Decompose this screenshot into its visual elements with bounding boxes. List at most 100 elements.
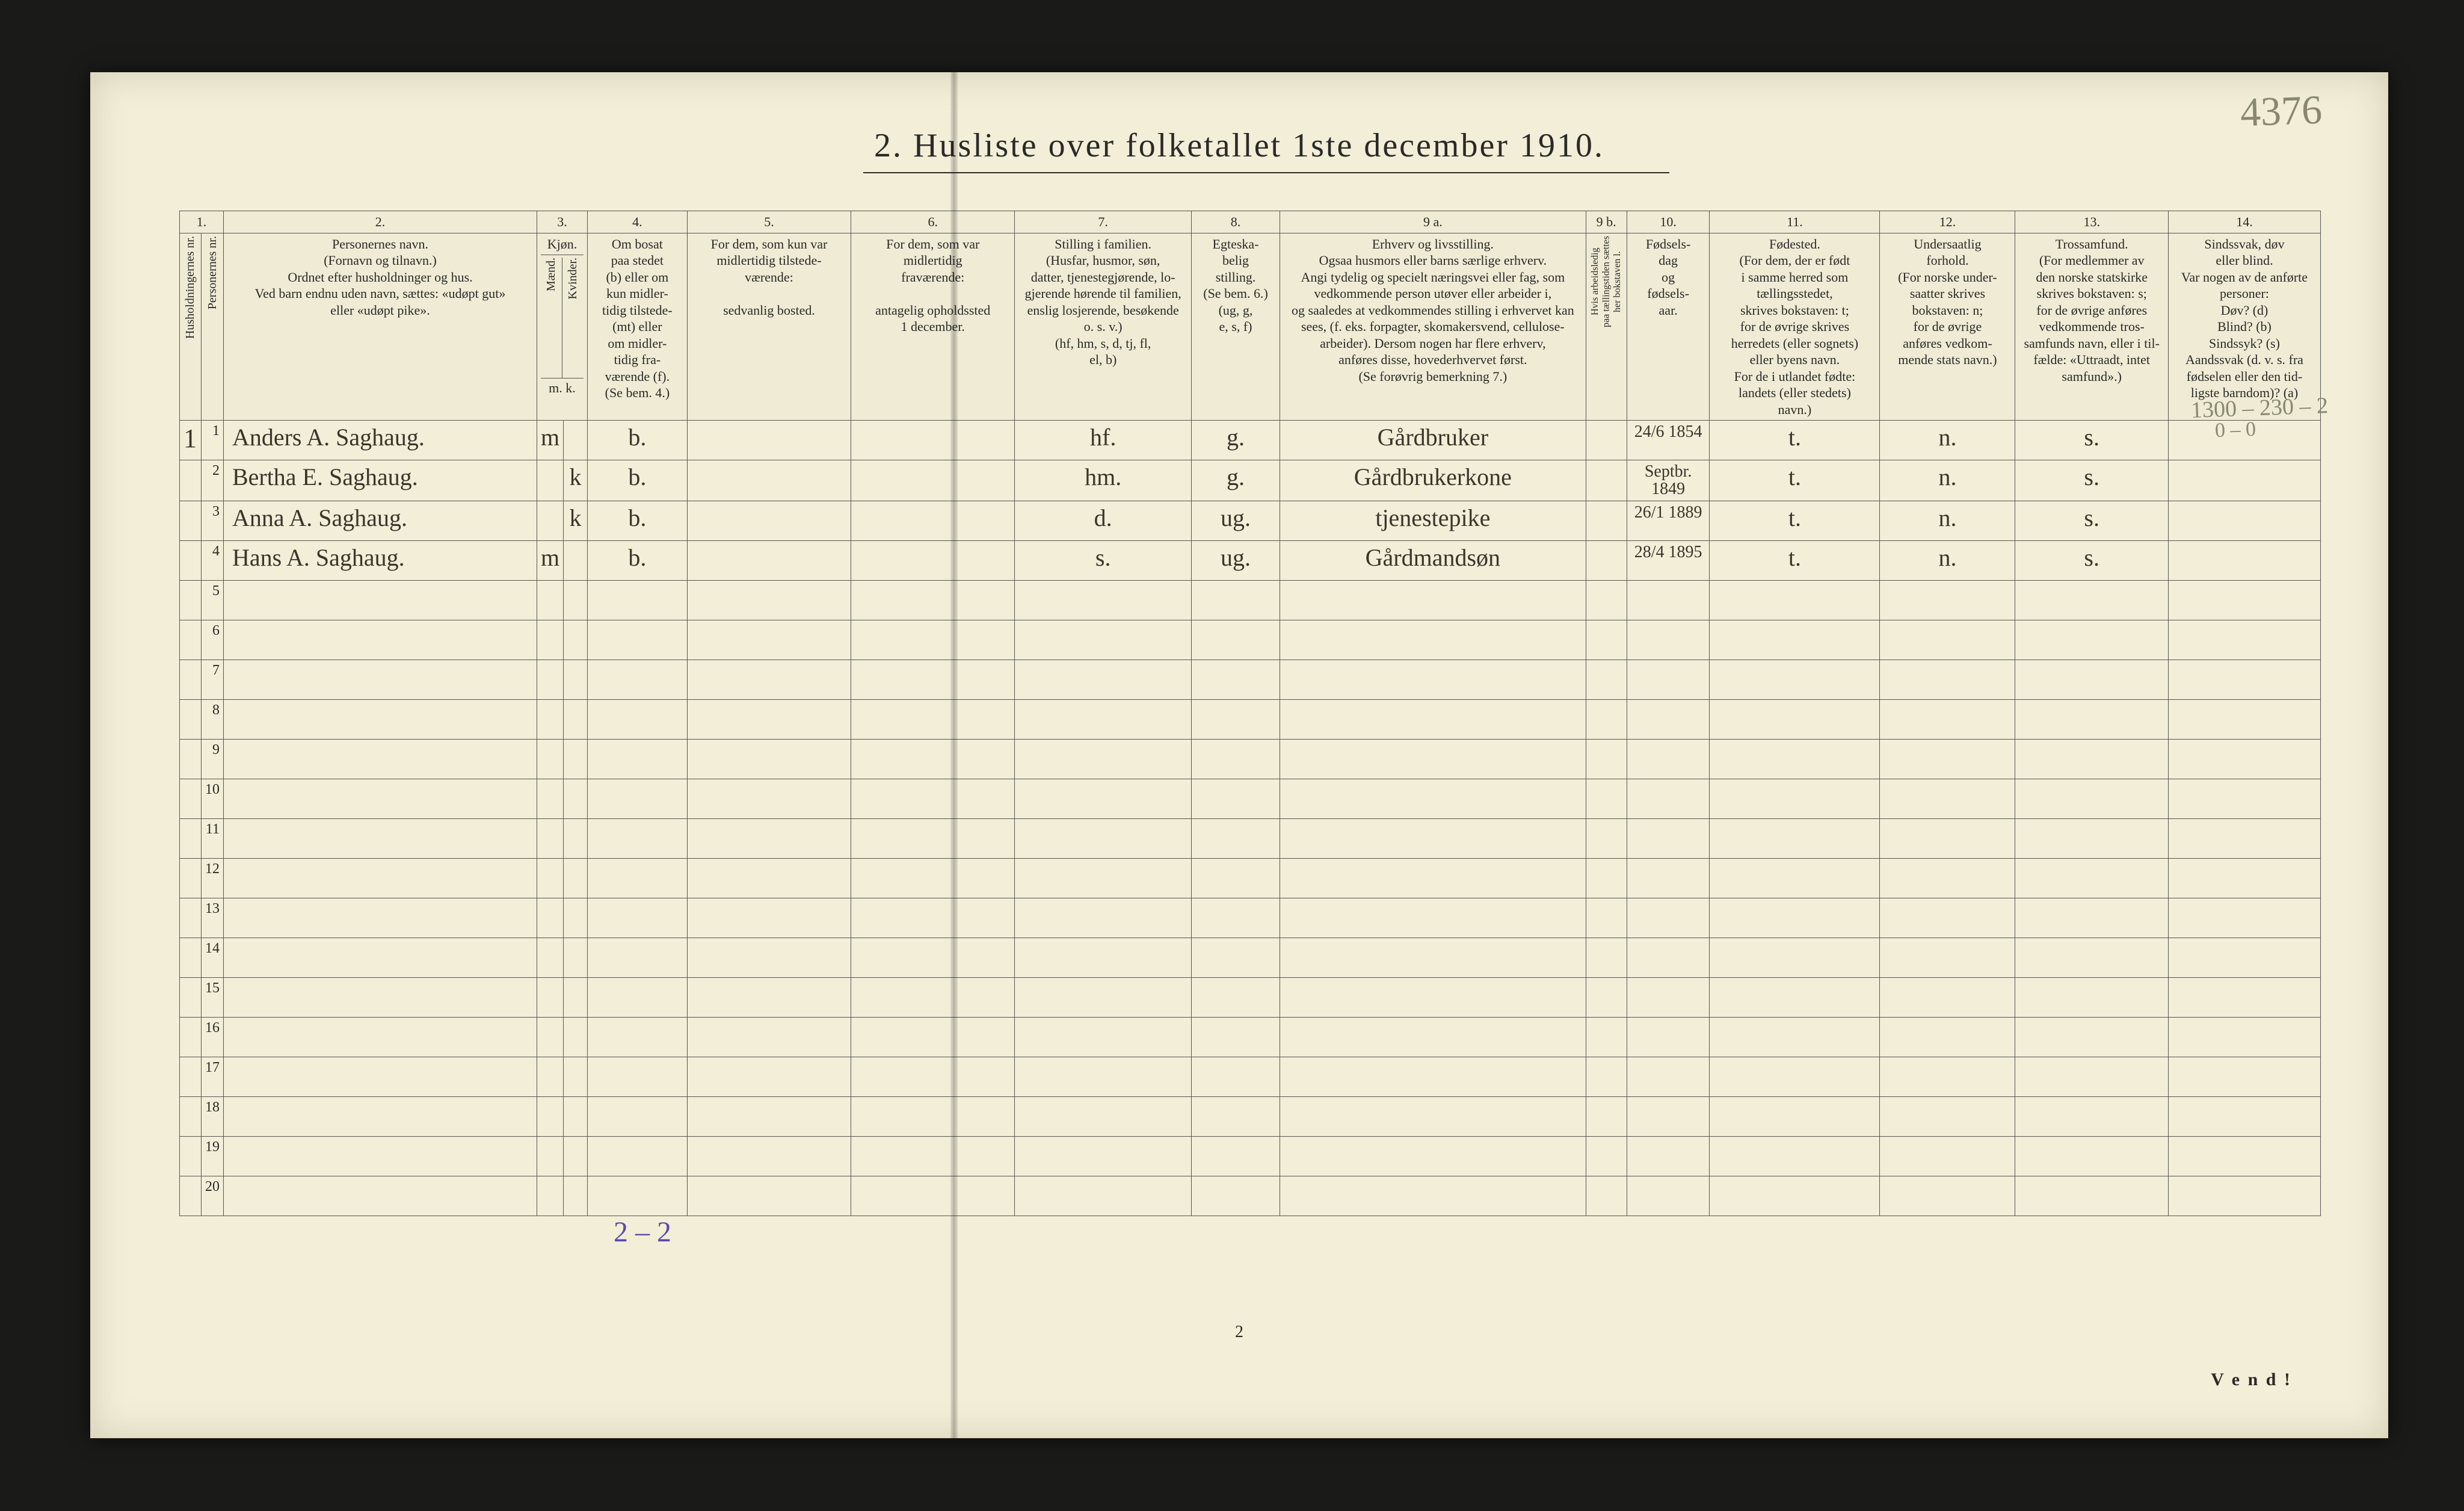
cell-c14 <box>2168 1136 2320 1176</box>
cell-c5 <box>687 660 851 699</box>
cell-sexM <box>537 460 564 501</box>
cell-rel: s. <box>2015 460 2168 501</box>
cell-nat: n. <box>1880 460 2015 501</box>
cell-fam: hm. <box>1015 460 1192 501</box>
cell-occ <box>1280 580 1586 620</box>
cell-c14 <box>2168 660 2320 699</box>
cell-c9b <box>1586 699 1627 739</box>
cell-res <box>587 1017 687 1057</box>
cell-mar: g. <box>1191 460 1280 501</box>
cell-born <box>1627 818 1710 858</box>
table-row: 4Hans A. Saghaug.mb.s.ug.Gårdmandsøn28/4… <box>180 540 2321 580</box>
cell-mar <box>1191 660 1280 699</box>
cell-name <box>223 1136 537 1176</box>
cell-born <box>1627 660 1710 699</box>
cell-c5 <box>687 779 851 818</box>
cell-c6 <box>851 1176 1015 1216</box>
cell-hh <box>180 898 202 938</box>
cell-mar <box>1191 1136 1280 1176</box>
cell-mar <box>1191 818 1280 858</box>
cell-name <box>223 739 537 779</box>
cell-rel <box>2015 1017 2168 1057</box>
cell-res <box>587 1057 687 1096</box>
cell-hh <box>180 818 202 858</box>
cell-nat <box>1880 779 2015 818</box>
cell-rel <box>2015 779 2168 818</box>
cell-sexK <box>564 580 588 620</box>
colnum-6: 6. <box>851 211 1015 233</box>
cell-c9b <box>1586 620 1627 660</box>
cell-res <box>587 858 687 898</box>
cell-p: 6 <box>201 620 223 660</box>
cell-nat <box>1880 1017 2015 1057</box>
cell-mar <box>1191 977 1280 1017</box>
cell-res: b. <box>587 421 687 460</box>
cell-p: 3 <box>201 501 223 540</box>
cell-c14 <box>2168 699 2320 739</box>
cell-sexM <box>537 699 564 739</box>
cell-occ: Gårdmandsøn <box>1280 540 1586 580</box>
cell-res <box>587 1176 687 1216</box>
cell-c6 <box>851 1017 1015 1057</box>
table-row: 7 <box>180 660 2321 699</box>
cell-rel <box>2015 739 2168 779</box>
cell-sexK <box>564 898 588 938</box>
cell-birthplace <box>1710 779 1880 818</box>
colnum-13: 13. <box>2015 211 2168 233</box>
cell-occ <box>1280 660 1586 699</box>
cell-c14 <box>2168 620 2320 660</box>
cell-born <box>1627 739 1710 779</box>
cell-c14 <box>2168 938 2320 977</box>
cell-res <box>587 580 687 620</box>
cell-name <box>223 1096 537 1136</box>
cell-birthplace: t. <box>1710 540 1880 580</box>
cell-c14 <box>2168 858 2320 898</box>
cell-c9b <box>1586 977 1627 1017</box>
table-row: 2Bertha E. Saghaug.kb.hm.g.Gårdbrukerkon… <box>180 460 2321 501</box>
cell-fam <box>1015 977 1192 1017</box>
cell-sexK <box>564 739 588 779</box>
cell-c6 <box>851 660 1015 699</box>
cell-fam <box>1015 1176 1192 1216</box>
cell-c5 <box>687 739 851 779</box>
footer-vend: V e n d ! <box>2211 1370 2292 1390</box>
cell-res <box>587 818 687 858</box>
cell-birthplace <box>1710 1096 1880 1136</box>
cell-c14 <box>2168 1057 2320 1096</box>
cell-p: 18 <box>201 1096 223 1136</box>
cell-rel <box>2015 1057 2168 1096</box>
cell-nat <box>1880 938 2015 977</box>
cell-c9b <box>1586 1017 1627 1057</box>
cell-name <box>223 779 537 818</box>
cell-sexK <box>564 977 588 1017</box>
cell-c14 <box>2168 540 2320 580</box>
cell-c9b <box>1586 580 1627 620</box>
cell-sexM <box>537 938 564 977</box>
cell-rel: s. <box>2015 540 2168 580</box>
cell-sexM <box>537 1017 564 1057</box>
cell-occ <box>1280 699 1586 739</box>
cell-c5 <box>687 540 851 580</box>
cell-birthplace: t. <box>1710 501 1880 540</box>
cell-c5 <box>687 977 851 1017</box>
cell-birthplace <box>1710 938 1880 977</box>
cell-occ <box>1280 898 1586 938</box>
cell-fam: s. <box>1015 540 1192 580</box>
cell-c6 <box>851 898 1015 938</box>
cell-hh <box>180 1057 202 1096</box>
cell-mar: ug. <box>1191 540 1280 580</box>
cell-nat <box>1880 898 2015 938</box>
cell-fam <box>1015 739 1192 779</box>
cell-c6 <box>851 1096 1015 1136</box>
cell-c14 <box>2168 1017 2320 1057</box>
hdr-5: For dem, som kun var midlertidig tilsted… <box>687 233 851 421</box>
cell-p: 12 <box>201 858 223 898</box>
cell-c6 <box>851 421 1015 460</box>
cell-nat <box>1880 1176 2015 1216</box>
cell-c5 <box>687 1057 851 1096</box>
cell-res <box>587 699 687 739</box>
hdr-4: Om bosat paa stedet (b) eller om kun mid… <box>587 233 687 421</box>
cell-sexM <box>537 739 564 779</box>
cell-born <box>1627 1057 1710 1096</box>
cell-c5 <box>687 580 851 620</box>
